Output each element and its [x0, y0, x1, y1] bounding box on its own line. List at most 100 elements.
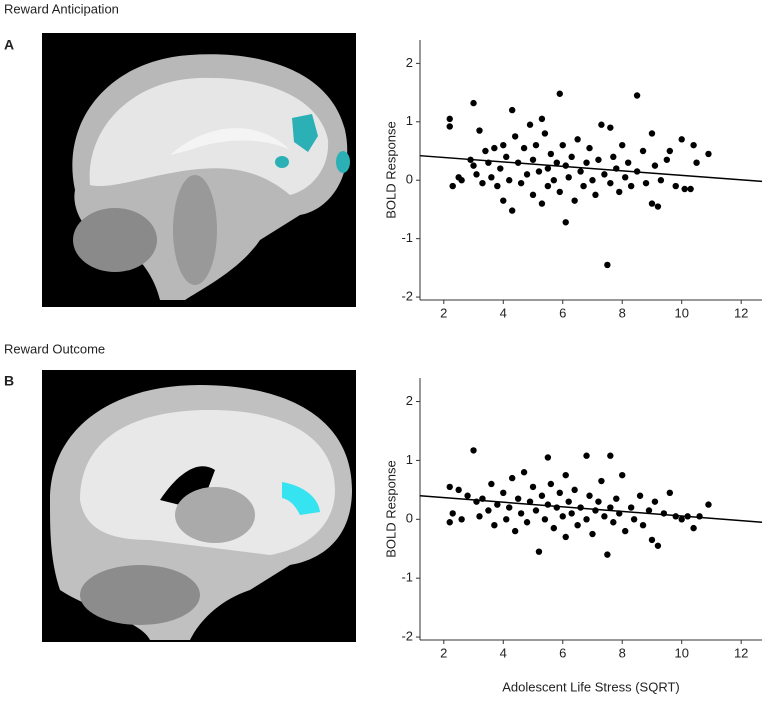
point	[565, 174, 572, 181]
point	[705, 501, 712, 508]
point	[535, 548, 543, 555]
point	[583, 159, 590, 166]
point	[532, 141, 540, 149]
point	[601, 171, 608, 178]
point	[565, 498, 572, 505]
point	[562, 471, 569, 479]
point	[544, 501, 552, 508]
point	[586, 144, 593, 152]
point	[538, 200, 546, 207]
point	[508, 106, 516, 114]
point	[604, 261, 611, 269]
point	[639, 147, 647, 155]
point	[500, 197, 507, 204]
point	[547, 150, 555, 158]
point	[610, 519, 617, 526]
point	[666, 147, 674, 155]
point	[660, 510, 668, 517]
point	[449, 182, 456, 190]
point	[446, 115, 453, 123]
point	[622, 527, 629, 535]
x-tick-label: 10	[674, 645, 688, 660]
point	[562, 162, 569, 169]
y-tick-label: 2	[406, 393, 413, 408]
point	[544, 182, 552, 190]
y-tick-label: 0	[406, 172, 413, 187]
point	[455, 486, 462, 494]
point	[532, 507, 540, 514]
point	[619, 141, 626, 149]
point	[494, 501, 501, 508]
point	[696, 513, 703, 520]
x-tick-label: 8	[619, 645, 626, 660]
x-tick-label: 12	[734, 645, 748, 660]
point	[538, 492, 546, 499]
point	[556, 90, 563, 97]
point	[598, 477, 605, 485]
point	[547, 480, 555, 488]
point	[666, 489, 674, 497]
point	[571, 197, 578, 204]
y-tick-label: -2	[401, 628, 413, 643]
x-axis-label: Adolescent Life Stress (SQRT)	[502, 679, 680, 694]
y-axis-label: BOLD Response	[383, 121, 398, 219]
point	[544, 165, 552, 172]
point	[485, 507, 492, 514]
point	[595, 498, 602, 505]
point	[633, 92, 641, 99]
point	[577, 168, 584, 175]
point	[517, 510, 525, 517]
point	[598, 121, 605, 128]
point	[458, 177, 465, 184]
point	[657, 177, 665, 184]
point	[559, 141, 566, 149]
point	[616, 188, 623, 196]
point	[610, 153, 617, 161]
point	[526, 498, 534, 505]
point	[520, 144, 528, 152]
point	[556, 489, 563, 497]
point	[494, 182, 501, 190]
point	[523, 519, 531, 526]
point	[648, 200, 656, 207]
brain-image	[42, 33, 356, 642]
point	[687, 185, 694, 193]
point	[470, 99, 477, 107]
point	[476, 127, 483, 134]
point	[529, 483, 537, 491]
point	[574, 136, 581, 143]
y-tick-label: 2	[406, 55, 413, 70]
point	[511, 527, 519, 535]
point	[654, 203, 662, 210]
point	[648, 536, 656, 544]
point	[678, 516, 685, 523]
point	[705, 150, 712, 158]
point	[538, 115, 546, 123]
point	[529, 191, 537, 199]
point	[517, 179, 525, 187]
point	[446, 519, 453, 526]
point	[648, 130, 656, 137]
point	[529, 156, 537, 163]
panel-title: Reward Outcome	[4, 341, 105, 356]
point	[520, 469, 528, 476]
point	[482, 147, 489, 155]
point	[497, 165, 504, 172]
x-tick-label: 12	[734, 305, 748, 320]
point	[592, 507, 599, 514]
point	[508, 207, 516, 214]
x-tick-label: 2	[440, 305, 447, 320]
x-tick-label: 6	[559, 645, 566, 660]
point	[470, 447, 477, 454]
point	[622, 174, 629, 181]
x-tick-label: 4	[500, 645, 507, 660]
point	[508, 474, 516, 482]
point	[639, 521, 647, 529]
point	[654, 542, 662, 549]
fit-line	[419, 154, 763, 183]
point	[568, 510, 575, 517]
point	[476, 513, 483, 520]
point	[473, 171, 480, 178]
point	[488, 174, 495, 181]
